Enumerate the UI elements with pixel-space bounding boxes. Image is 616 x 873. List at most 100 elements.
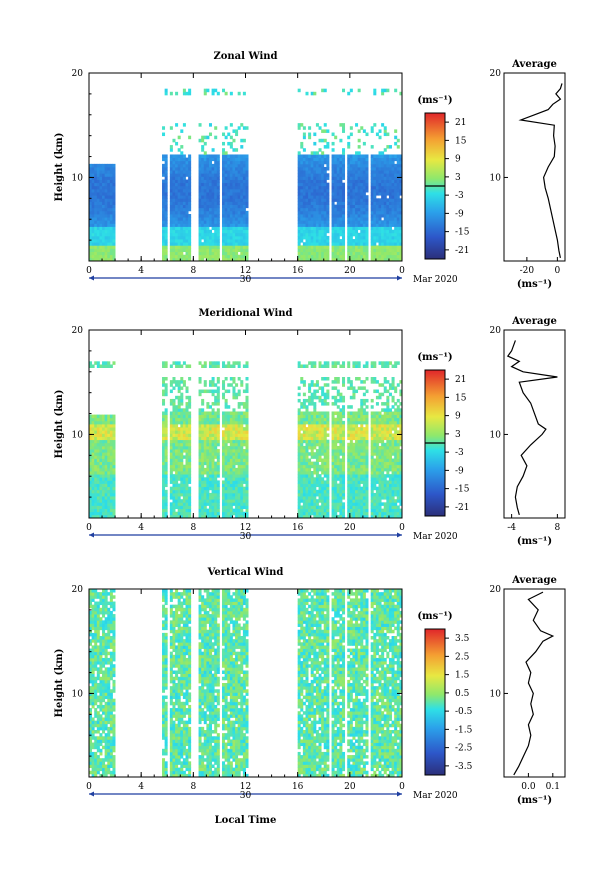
heatmap-cell bbox=[224, 471, 228, 475]
heatmap-cell bbox=[315, 511, 319, 516]
heatmap-cell bbox=[235, 417, 239, 422]
heatmap-cell bbox=[331, 210, 335, 215]
heatmap-cell bbox=[164, 420, 168, 425]
heatmap-cell bbox=[339, 430, 343, 434]
heatmap-cell bbox=[326, 167, 330, 171]
heatmap-cell bbox=[188, 505, 192, 509]
heatmap-cell bbox=[104, 452, 108, 456]
heatmap-cell bbox=[224, 254, 228, 259]
heatmap-cell bbox=[214, 135, 218, 140]
heatmap-cell bbox=[180, 380, 184, 384]
heatmap-cell bbox=[334, 185, 338, 190]
heatmap-cell bbox=[107, 188, 111, 193]
heatmap-cell bbox=[164, 167, 168, 171]
heatmap-cell bbox=[302, 383, 306, 387]
heatmap-cell bbox=[227, 232, 231, 237]
heatmap-cell bbox=[308, 489, 312, 494]
heatmap-cell bbox=[235, 154, 239, 158]
heatmap-cell bbox=[386, 245, 390, 249]
date-bar-arrow-right bbox=[397, 275, 402, 281]
heatmap-cell bbox=[318, 192, 322, 196]
heatmap-cell bbox=[362, 170, 366, 174]
heatmap-cell bbox=[245, 508, 249, 513]
heatmap-cell bbox=[227, 235, 231, 240]
heatmap-cell bbox=[365, 195, 369, 199]
heatmap-cell bbox=[96, 496, 100, 500]
heatmap-cell bbox=[349, 204, 353, 209]
heatmap-cell bbox=[302, 232, 306, 237]
heatmap-cell bbox=[229, 207, 233, 212]
heatmap-cell bbox=[360, 239, 364, 243]
heatmap-cell bbox=[323, 417, 327, 422]
heatmap-cell bbox=[99, 251, 103, 256]
heatmap-cell bbox=[383, 251, 387, 256]
heatmap-cell bbox=[222, 483, 226, 488]
heatmap-cell bbox=[242, 433, 246, 437]
heatmap-cell bbox=[396, 254, 400, 259]
heatmap-cell bbox=[349, 508, 353, 513]
heatmap-cell bbox=[240, 167, 244, 171]
heatmap-cell bbox=[313, 505, 317, 509]
heatmap-cell bbox=[355, 242, 359, 246]
heatmap-cell bbox=[175, 436, 179, 441]
heatmap-cell bbox=[381, 257, 385, 262]
heatmap-cell bbox=[391, 163, 395, 168]
heatmap-cell bbox=[96, 449, 100, 453]
heatmap-cell bbox=[300, 207, 304, 212]
heatmap-cell bbox=[331, 417, 335, 422]
heatmap-cell bbox=[381, 188, 385, 193]
heatmap-cell bbox=[313, 445, 317, 450]
heatmap-cell bbox=[242, 170, 246, 174]
heatmap-cell bbox=[208, 254, 212, 259]
heatmap-cell bbox=[206, 248, 210, 252]
heatmap-cell bbox=[214, 442, 218, 447]
heatmap-cell bbox=[297, 214, 301, 218]
heatmap-cell bbox=[188, 364, 192, 368]
heatmap-cell bbox=[297, 480, 301, 484]
heatmap-cell bbox=[99, 455, 103, 459]
heatmap-cell bbox=[203, 364, 207, 368]
heatmap-cell bbox=[227, 239, 231, 243]
heatmap-cell bbox=[99, 496, 103, 500]
heatmap-cell bbox=[323, 232, 327, 237]
heatmap-cell bbox=[310, 223, 314, 227]
heatmap-cell bbox=[313, 188, 317, 193]
heatmap-cell bbox=[370, 126, 374, 130]
heatmap-cell bbox=[185, 452, 189, 456]
heatmap-cell bbox=[172, 170, 176, 174]
heatmap-cell bbox=[300, 173, 304, 177]
heatmap-cell bbox=[203, 157, 207, 162]
heatmap-cell bbox=[242, 245, 246, 249]
heatmap-cell bbox=[208, 380, 212, 384]
heatmap-cell bbox=[331, 433, 335, 437]
heatmap-cell bbox=[102, 201, 106, 205]
heatmap-cell bbox=[245, 511, 249, 516]
heatmap-cell bbox=[237, 508, 241, 513]
heatmap-cell bbox=[347, 257, 351, 262]
heatmap-cell bbox=[222, 458, 226, 462]
heatmap-cell bbox=[399, 217, 403, 221]
heatmap-cell bbox=[164, 245, 168, 249]
heatmap-cell bbox=[315, 461, 319, 466]
heatmap-cell bbox=[203, 251, 207, 256]
heatmap-cell bbox=[315, 210, 319, 215]
heatmap-cell bbox=[182, 176, 186, 180]
heatmap-cell bbox=[201, 408, 205, 412]
heatmap-cell bbox=[211, 210, 215, 215]
heatmap-cell bbox=[216, 223, 220, 227]
heatmap-cell bbox=[321, 226, 325, 231]
heatmap-cell bbox=[201, 198, 205, 202]
heatmap-cell bbox=[102, 433, 106, 437]
heatmap-cell bbox=[201, 229, 205, 234]
heatmap-cell bbox=[245, 417, 249, 422]
heatmap-cell bbox=[99, 508, 103, 513]
heatmap-cell bbox=[201, 502, 205, 506]
heatmap-cell bbox=[222, 248, 226, 252]
heatmap-cell bbox=[245, 185, 249, 190]
heatmap-cell bbox=[245, 242, 249, 246]
heatmap-cell bbox=[308, 157, 312, 162]
heatmap-cell bbox=[175, 204, 179, 209]
heatmap-cell bbox=[211, 474, 215, 478]
date-label: Mar 2020 bbox=[413, 275, 458, 285]
heatmap-cell bbox=[180, 157, 184, 162]
